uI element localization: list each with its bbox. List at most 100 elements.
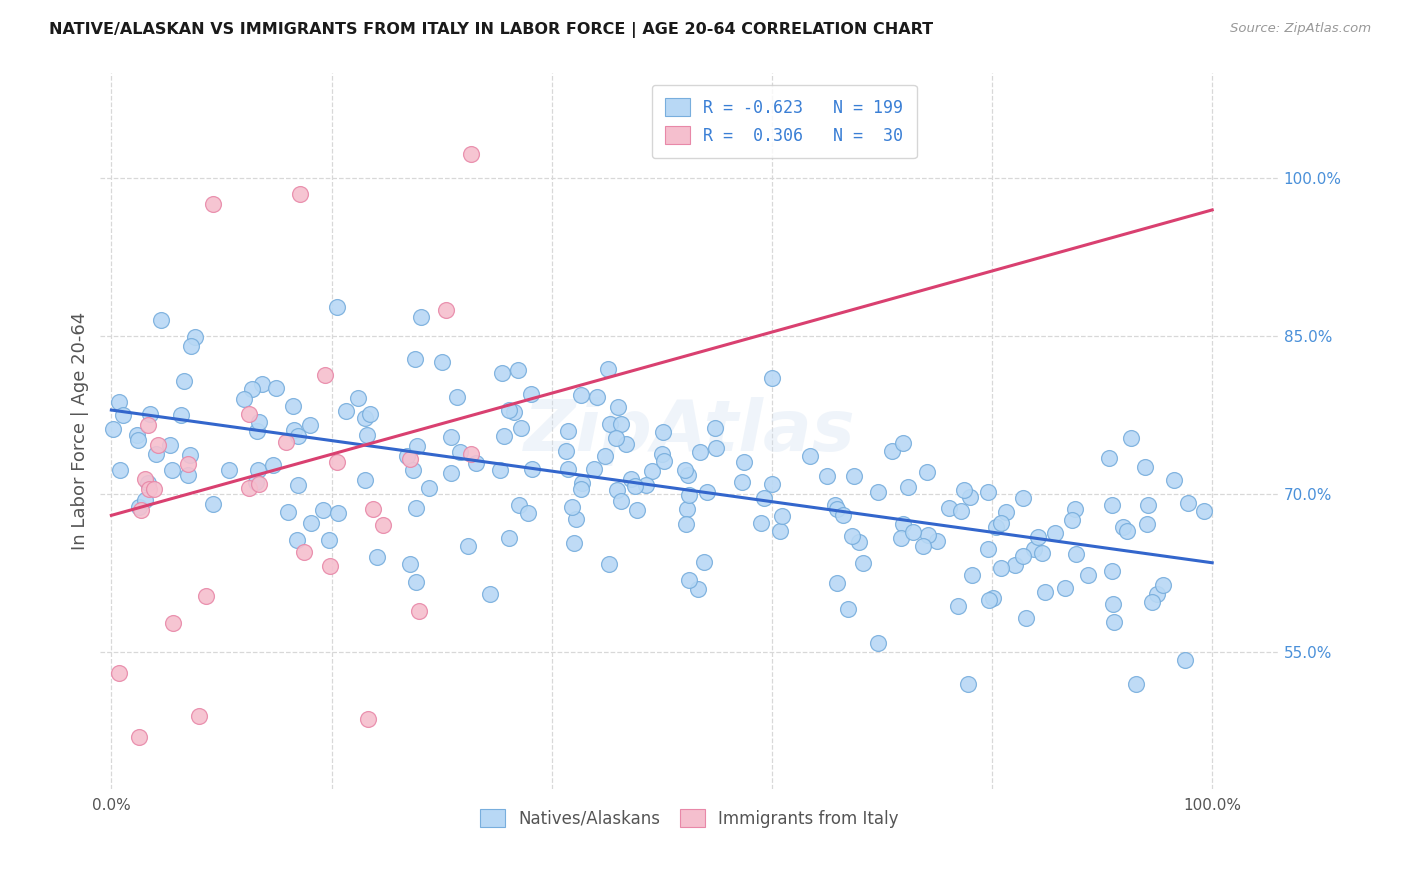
Point [138, 482, 160, 496]
Text: Source: ZipAtlas.com: Source: ZipAtlas.com [1230, 22, 1371, 36]
Point [411, 310, 433, 324]
Point [832, 508, 855, 523]
Point [557, 424, 579, 438]
Point [111, 408, 134, 422]
Point [264, 381, 287, 395]
Point [498, 531, 520, 545]
Point [652, 425, 675, 439]
Point [651, 447, 673, 461]
Point [882, 444, 904, 458]
Point [494, 429, 516, 443]
Point [706, 441, 728, 455]
Point [1112, 520, 1135, 534]
Point [582, 462, 605, 476]
Point [250, 377, 273, 392]
Point [408, 603, 430, 617]
Point [938, 501, 960, 516]
Point [571, 482, 593, 496]
Point [731, 475, 754, 489]
Point [319, 558, 342, 573]
Point [449, 444, 471, 458]
Point [769, 524, 792, 538]
Point [404, 352, 426, 367]
Point [218, 463, 240, 477]
Point [299, 516, 322, 530]
Point [1136, 517, 1159, 532]
Point [149, 313, 172, 327]
Point [287, 478, 309, 492]
Point [1163, 473, 1185, 487]
Point [1174, 653, 1197, 667]
Point [506, 363, 529, 377]
Point [187, 709, 209, 723]
Point [134, 493, 156, 508]
Legend: Natives/Alaskans, Immigrants from Italy: Natives/Alaskans, Immigrants from Italy [472, 803, 905, 835]
Point [676, 501, 699, 516]
Point [977, 541, 1000, 556]
Point [440, 430, 463, 444]
Point [995, 505, 1018, 519]
Point [491, 366, 513, 380]
Point [848, 535, 870, 549]
Point [825, 502, 848, 516]
Point [749, 516, 772, 530]
Point [1102, 615, 1125, 630]
Point [128, 500, 150, 514]
Point [489, 463, 512, 477]
Point [399, 558, 422, 572]
Point [696, 485, 718, 500]
Point [598, 557, 620, 571]
Point [405, 500, 427, 515]
Point [180, 339, 202, 353]
Point [957, 677, 980, 691]
Point [292, 545, 315, 559]
Point [283, 423, 305, 437]
Point [673, 463, 696, 477]
Point [686, 582, 709, 596]
Point [605, 431, 627, 445]
Point [326, 455, 349, 469]
Point [557, 461, 579, 475]
Point [498, 403, 520, 417]
Point [402, 463, 425, 477]
Point [1146, 587, 1168, 601]
Point [962, 567, 984, 582]
Point [1033, 584, 1056, 599]
Point [607, 400, 630, 414]
Point [399, 451, 422, 466]
Point [354, 473, 377, 487]
Point [366, 550, 388, 565]
Point [1015, 610, 1038, 624]
Point [503, 405, 526, 419]
Point [959, 490, 981, 504]
Point [596, 362, 619, 376]
Point [446, 390, 468, 404]
Point [101, 422, 124, 436]
Point [1066, 547, 1088, 561]
Point [606, 483, 628, 498]
Point [1116, 524, 1139, 538]
Point [298, 417, 321, 432]
Point [915, 465, 938, 479]
Point [371, 518, 394, 533]
Point [977, 593, 1000, 607]
Point [238, 481, 260, 495]
Point [1137, 499, 1160, 513]
Point [752, 491, 775, 506]
Point [262, 458, 284, 473]
Point [242, 382, 264, 396]
Point [247, 476, 270, 491]
Point [1004, 558, 1026, 572]
Point [1026, 531, 1049, 545]
Point [676, 468, 699, 483]
Point [177, 458, 200, 472]
Point [571, 476, 593, 491]
Point [1043, 526, 1066, 541]
Point [678, 488, 700, 502]
Point [145, 447, 167, 461]
Point [125, 428, 148, 442]
Point [1152, 577, 1174, 591]
Point [357, 712, 380, 726]
Point [1012, 491, 1035, 505]
Point [1060, 513, 1083, 527]
